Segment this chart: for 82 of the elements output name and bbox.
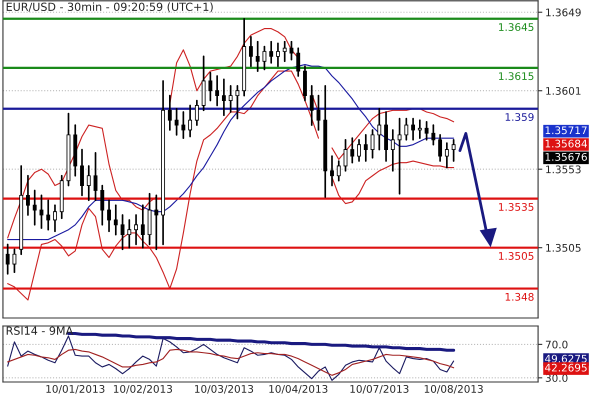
candlestick xyxy=(262,46,266,70)
candlestick xyxy=(424,120,429,141)
text: 49.6275 xyxy=(545,354,587,363)
ref-line-label: 1.3645 xyxy=(499,23,534,32)
candlestick xyxy=(330,155,334,186)
candlestick xyxy=(276,42,280,68)
candlestick xyxy=(256,40,260,72)
candlestick xyxy=(154,194,158,250)
ref-line-label: 1.3615 xyxy=(499,72,534,80)
candlestick xyxy=(86,165,91,202)
candlestick xyxy=(40,194,44,229)
ref-line-label: 1.3505 xyxy=(499,252,534,260)
candlestick xyxy=(208,72,212,102)
candlestick xyxy=(215,75,220,106)
candlestick xyxy=(53,204,57,232)
candlestick xyxy=(398,118,402,195)
ref-line-label: 1.359 xyxy=(506,113,534,121)
candlestick xyxy=(127,219,132,249)
candlestick xyxy=(431,124,436,146)
ref-line-label: 1.348 xyxy=(506,292,534,301)
candlestick xyxy=(316,94,320,131)
text: 1.35717 xyxy=(546,126,587,134)
candlestick xyxy=(228,84,233,113)
candlestick xyxy=(248,36,253,68)
candlestick xyxy=(357,138,361,162)
y-tick-label: 1.3505 xyxy=(546,244,581,252)
y-tick-label: 70.0 xyxy=(546,340,568,348)
candlestick xyxy=(188,104,192,138)
y-tick-label: 1.3649 xyxy=(546,8,581,16)
candlestick xyxy=(174,108,179,136)
candlestick xyxy=(114,204,118,236)
candlestick xyxy=(235,84,240,120)
line-series xyxy=(7,348,454,376)
candlestick xyxy=(181,111,186,139)
line-series xyxy=(7,335,454,381)
candlestick xyxy=(222,78,226,116)
x-tick-label: 10/02/2013 xyxy=(114,384,172,394)
candlestick xyxy=(80,148,84,196)
x-tick-label: 10/01/2013 xyxy=(46,384,104,394)
candlestick xyxy=(12,248,16,274)
candlestick xyxy=(404,118,408,141)
candlestick xyxy=(32,190,37,226)
candlestick xyxy=(290,40,294,60)
x-tick-label: 10/04/2013 xyxy=(269,384,328,394)
candlestick xyxy=(418,119,422,139)
candlestick xyxy=(140,204,145,249)
candlestick xyxy=(120,214,124,250)
ref-line-label: 1.3535 xyxy=(499,202,534,211)
candlestick xyxy=(390,129,395,172)
candlestick xyxy=(282,40,287,62)
candlestick xyxy=(26,174,30,216)
candlestick xyxy=(377,108,382,150)
candlestick xyxy=(336,160,341,182)
candlestick xyxy=(370,129,374,159)
chart-title: EUR/USD - 30min - 09:20:59 (UTC+1) xyxy=(6,2,213,12)
y-tick-label: 1.3553 xyxy=(546,165,581,174)
text: 1.35676 xyxy=(546,152,587,161)
candlestick xyxy=(168,94,172,131)
candlestick xyxy=(100,184,104,226)
candlestick xyxy=(344,138,348,172)
candlestick xyxy=(107,199,111,232)
candlestick xyxy=(310,84,314,126)
candlestick xyxy=(46,199,50,231)
x-tick-label: 10/03/2013 xyxy=(195,384,254,394)
candlestick xyxy=(134,214,138,246)
candlestick xyxy=(94,152,98,202)
candlestick xyxy=(269,40,274,64)
x-tick-label: 10/07/2013 xyxy=(350,384,408,394)
y-tick-label: 1.3601 xyxy=(546,86,581,95)
chart-title: RSI14 - 9MA xyxy=(6,326,74,335)
candlestick xyxy=(438,134,442,162)
candlestick xyxy=(444,142,449,168)
candlestick xyxy=(411,118,416,141)
candlestick xyxy=(452,138,456,162)
candlestick xyxy=(364,134,368,162)
x-tick-label: 10/08/2013 xyxy=(424,384,483,394)
candlestick xyxy=(350,137,354,164)
candlestick xyxy=(194,100,199,126)
candlestick xyxy=(6,244,10,275)
text: 42.2695 xyxy=(545,364,587,372)
text: 1.35684 xyxy=(546,140,587,148)
candlestick xyxy=(296,47,300,77)
